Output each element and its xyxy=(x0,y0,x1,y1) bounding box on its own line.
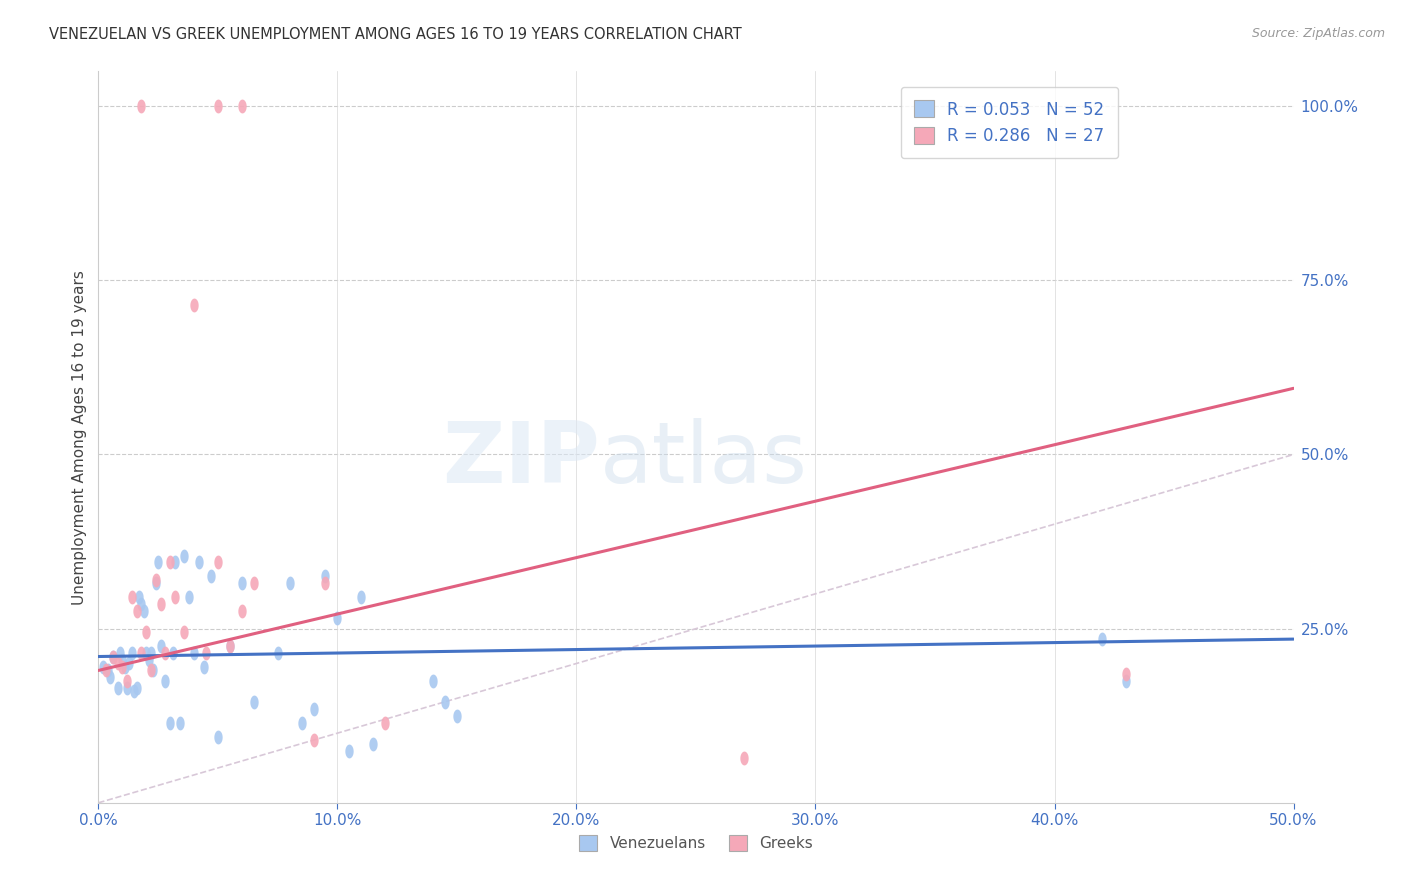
Legend: Venezuelans, Greeks: Venezuelans, Greeks xyxy=(572,830,820,857)
Point xyxy=(183,298,205,312)
Point xyxy=(219,639,242,653)
Point xyxy=(422,673,444,688)
Point xyxy=(183,646,205,660)
Point xyxy=(179,591,201,605)
Point xyxy=(125,604,148,618)
Text: atlas: atlas xyxy=(600,417,808,500)
Point xyxy=(326,611,349,625)
Point xyxy=(145,573,167,587)
Point xyxy=(159,715,181,730)
Point xyxy=(1115,673,1137,688)
Point xyxy=(278,576,301,591)
Point xyxy=(145,576,167,591)
Point xyxy=(94,664,117,678)
Point xyxy=(107,657,129,671)
Point xyxy=(115,673,138,688)
Point xyxy=(243,695,266,709)
Point xyxy=(207,556,229,570)
Point xyxy=(132,604,155,618)
Point xyxy=(135,625,157,640)
Point xyxy=(193,660,215,674)
Point xyxy=(200,569,222,583)
Text: Source: ZipAtlas.com: Source: ZipAtlas.com xyxy=(1251,27,1385,40)
Point xyxy=(163,591,186,605)
Point xyxy=(315,576,337,591)
Text: ZIP: ZIP xyxy=(443,417,600,500)
Point xyxy=(124,684,146,698)
Point xyxy=(118,657,141,671)
Point xyxy=(1115,667,1137,681)
Point xyxy=(315,569,337,583)
Point xyxy=(131,99,153,113)
Point xyxy=(142,664,165,678)
Point xyxy=(155,646,177,660)
Point xyxy=(159,556,181,570)
Point xyxy=(231,99,253,113)
Point xyxy=(128,591,150,605)
Point xyxy=(97,664,120,678)
Point xyxy=(163,556,186,570)
Point xyxy=(135,646,157,660)
Point xyxy=(207,99,229,113)
Point xyxy=(302,733,325,747)
Point xyxy=(115,681,138,695)
Point xyxy=(101,649,124,664)
Point xyxy=(195,646,218,660)
Point xyxy=(350,591,373,605)
Point xyxy=(114,660,136,674)
Point xyxy=(339,743,361,757)
Point xyxy=(733,750,755,764)
Point xyxy=(434,695,457,709)
Point xyxy=(302,702,325,716)
Point xyxy=(187,556,209,570)
Point xyxy=(131,646,153,660)
Point xyxy=(363,737,385,751)
Point xyxy=(108,646,131,660)
Point xyxy=(101,649,124,664)
Point xyxy=(231,604,253,618)
Point xyxy=(149,639,172,653)
Point xyxy=(139,664,162,678)
Point xyxy=(91,660,114,674)
Point xyxy=(155,673,177,688)
Point xyxy=(162,646,184,660)
Point xyxy=(446,708,468,723)
Point xyxy=(121,591,143,605)
Point xyxy=(243,576,266,591)
Point xyxy=(131,597,153,611)
Point xyxy=(111,653,134,667)
Point xyxy=(173,625,195,640)
Text: VENEZUELAN VS GREEK UNEMPLOYMENT AMONG AGES 16 TO 19 YEARS CORRELATION CHART: VENEZUELAN VS GREEK UNEMPLOYMENT AMONG A… xyxy=(49,27,742,42)
Point xyxy=(148,556,170,570)
Y-axis label: Unemployment Among Ages 16 to 19 years: Unemployment Among Ages 16 to 19 years xyxy=(72,269,87,605)
Point xyxy=(149,597,172,611)
Point xyxy=(267,646,290,660)
Point xyxy=(291,715,314,730)
Point xyxy=(374,715,396,730)
Point xyxy=(207,730,229,744)
Point xyxy=(231,576,253,591)
Point xyxy=(107,681,129,695)
Point xyxy=(169,715,191,730)
Point xyxy=(98,670,122,684)
Point xyxy=(173,549,195,563)
Point xyxy=(121,646,143,660)
Point xyxy=(138,653,160,667)
Point xyxy=(219,639,242,653)
Point xyxy=(139,646,162,660)
Point xyxy=(111,660,134,674)
Point xyxy=(1091,632,1114,646)
Point xyxy=(125,681,148,695)
